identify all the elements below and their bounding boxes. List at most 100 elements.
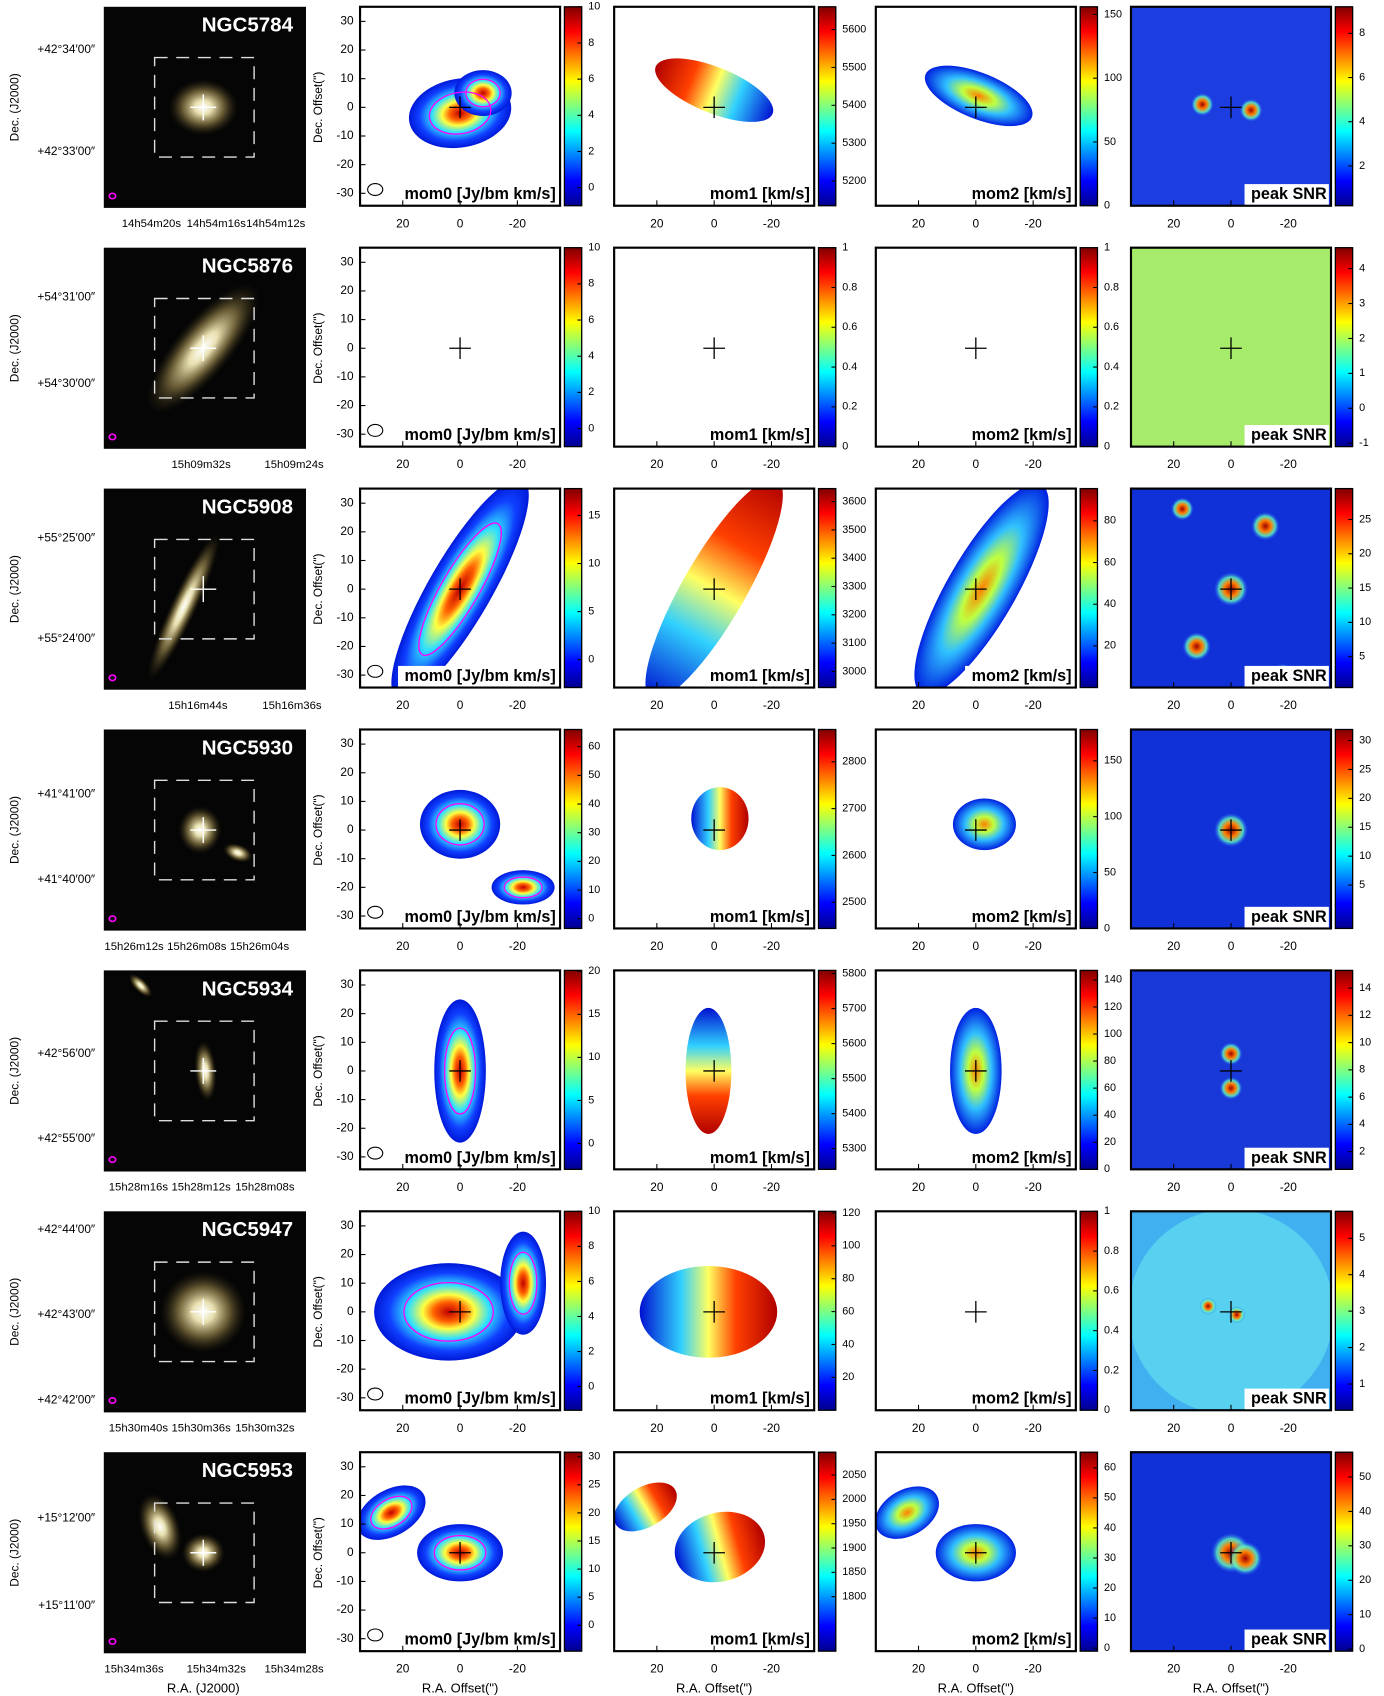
colorbar-tick-label: 2 [1359, 332, 1365, 344]
x-tick-label: 20 [650, 1180, 664, 1194]
center-cross [965, 1301, 987, 1323]
ra-tick-label: 15h26m12s [104, 941, 164, 953]
x-tick-label: -20 [1025, 1180, 1043, 1194]
center-cross [965, 819, 987, 841]
dec-axis-label: Dec. (J2000) [7, 314, 21, 382]
x-tick-label: -20 [1280, 1180, 1298, 1194]
emission [924, 65, 1033, 127]
label-bg [1244, 425, 1329, 446]
frame [358, 246, 562, 448]
colorbar-tick-label: 5 [588, 1094, 594, 1106]
x-tick-label: 0 [711, 939, 718, 953]
frame [613, 969, 816, 1171]
center-cross [449, 1301, 471, 1323]
label-bg [1244, 665, 1329, 687]
x-tick-label: 20 [1167, 698, 1181, 712]
colorbar [1334, 6, 1354, 207]
center-cross [190, 1298, 217, 1325]
y-tick-label: 0 [347, 1063, 354, 1077]
colorbar-tick-label: 0 [1104, 1163, 1110, 1175]
x-tick-label: 20 [396, 1421, 410, 1435]
y-tick-label: 10 [340, 71, 354, 85]
dec-tick-label: +55°24′00″ [37, 631, 95, 645]
x-tick-label: 0 [711, 457, 718, 471]
panel-label: mom1 [km/s] [710, 185, 810, 203]
dec-axis-label: Dec. (J2000) [7, 796, 21, 864]
colorbar-tick-label: 8 [1359, 27, 1365, 39]
snr-peak [1251, 511, 1280, 541]
contour [443, 1027, 477, 1115]
panel-label: peak SNR [1251, 1631, 1327, 1649]
x-tick-label: 20 [912, 457, 926, 471]
colorbar-tick-label: 0.6 [842, 321, 857, 333]
colorbar-tick-label: 0 [588, 1380, 594, 1392]
y-tick-label: -10 [336, 1333, 354, 1347]
colorbar-tick-label: 0 [1104, 922, 1110, 934]
dec-axis-label: Dec. (J2000) [7, 1278, 21, 1346]
y-tick-label: -30 [336, 426, 354, 440]
frame [613, 246, 816, 448]
emission [674, 1511, 766, 1583]
x-tick-label: 20 [912, 698, 926, 712]
colorbar-tick-label: 15 [1359, 582, 1371, 594]
x-tick-label: 0 [457, 698, 464, 712]
colorbar-tick-label: 0.2 [1104, 401, 1119, 413]
colorbar-tick-label: 20 [1359, 792, 1371, 804]
center-cross [965, 578, 987, 600]
panel-label: peak SNR [1251, 908, 1327, 926]
colorbar [563, 1210, 583, 1411]
galaxy [138, 1493, 182, 1560]
ra-tick-label: 15h09m32s [171, 459, 231, 471]
snr-peak [1190, 93, 1214, 116]
x-tick-label: -20 [1280, 457, 1298, 471]
snr-peak [1228, 1306, 1246, 1324]
x-tick-label: -20 [509, 939, 527, 953]
x-tick-label: -20 [509, 1180, 527, 1194]
x-tick-label: 20 [912, 1180, 926, 1194]
x-tick-label: 0 [711, 698, 718, 712]
y-tick-label: 10 [340, 1516, 354, 1530]
y-tick-label: 20 [340, 1006, 354, 1020]
ra-offset-axis-label: R.A. Offset(") [422, 1680, 498, 1695]
beam [108, 1397, 117, 1405]
snr-peak [1228, 1541, 1263, 1576]
y-tick-label: -30 [336, 1390, 354, 1404]
colorbar-tick-label: 25 [1359, 763, 1371, 775]
contour [435, 803, 485, 846]
center-cross [449, 819, 471, 841]
beam [367, 1628, 384, 1642]
colorbar [563, 1451, 583, 1652]
colorbar-tick-label: 0 [588, 182, 594, 194]
colorbar [1079, 1451, 1099, 1652]
center-cross [703, 578, 725, 600]
colorbar-tick-label: 8 [588, 37, 594, 49]
panel-label: mom2 [km/s] [972, 1149, 1072, 1167]
y-tick-label: 20 [340, 765, 354, 779]
center-cross [1220, 1541, 1242, 1564]
colorbar-tick-label: 120 [1104, 1001, 1122, 1013]
dec-axis-label: Dec. (J2000) [7, 1519, 21, 1587]
x-tick-label: 20 [650, 1662, 664, 1676]
colorbar-tick-label: 0 [1359, 402, 1365, 414]
center-cross [190, 335, 217, 362]
dec-axis-label: Dec. (J2000) [7, 1037, 21, 1105]
colorbar-tick-label: 50 [1104, 136, 1116, 148]
colorbar-tick-label: 40 [842, 1338, 854, 1350]
colorbar-tick-label: 5400 [842, 1108, 866, 1120]
label-bg [703, 665, 813, 687]
y-tick-label: -20 [336, 1602, 354, 1616]
colorbar-tick-label: 0.8 [1104, 281, 1119, 293]
colorbar-tick-label: 1 [1104, 242, 1110, 254]
beam [367, 664, 384, 678]
field-box [153, 1020, 255, 1122]
panel-label: mom1 [km/s] [710, 1390, 810, 1408]
beam [367, 905, 384, 919]
x-tick-label: -20 [1025, 939, 1043, 953]
ra-tick-label: 15h30m40s [109, 1423, 169, 1435]
center-cross [965, 1060, 987, 1082]
center-cross [1220, 819, 1242, 841]
colorbar-tick-label: 25 [1359, 513, 1371, 525]
y-tick-label: 20 [340, 1488, 354, 1502]
colorbar-tick-label: 3600 [842, 495, 866, 507]
x-tick-label: 0 [973, 1662, 980, 1676]
